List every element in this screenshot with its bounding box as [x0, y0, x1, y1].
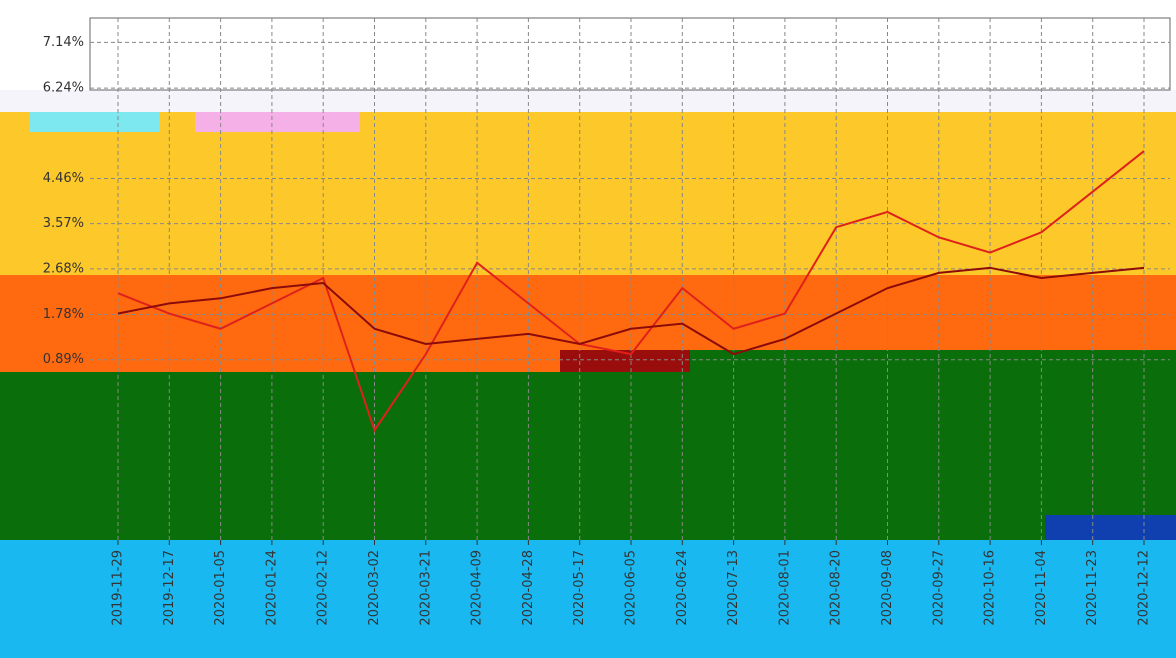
glitch-band — [560, 350, 690, 372]
x-tick-label: 2020-04-28 — [521, 550, 536, 626]
x-tick-label: 2019-12-17 — [162, 550, 177, 626]
x-tick-label: 2020-10-16 — [983, 550, 998, 626]
glitch-band — [1045, 515, 1176, 540]
y-tick-label: 6.24% — [43, 81, 84, 96]
x-tick-label: 2020-11-23 — [1085, 550, 1100, 626]
glitch-band — [0, 90, 1176, 112]
x-tick-label: 2020-08-01 — [777, 550, 792, 626]
x-tick-label: 2020-06-05 — [624, 550, 639, 626]
y-tick-label: 0.89% — [43, 352, 84, 367]
x-tick-label: 2019-11-29 — [111, 550, 126, 626]
glitch-band — [195, 112, 360, 132]
y-tick-label: 1.78% — [43, 307, 84, 322]
x-tick-label: 2020-03-21 — [418, 550, 433, 626]
glitch-band — [690, 350, 1176, 372]
data-line — [117, 150, 1145, 433]
glitch-band — [0, 540, 1176, 658]
x-tick-label: 2020-04-09 — [470, 550, 485, 626]
x-tick-label: 2020-09-08 — [880, 550, 895, 626]
glitch-band — [0, 372, 1176, 540]
x-tick-label: 2020-03-02 — [367, 550, 382, 626]
plot-frame — [89, 17, 1171, 91]
data-line — [117, 266, 1145, 356]
x-tick-label: 2020-06-24 — [675, 550, 690, 626]
y-tick-label: 4.46% — [43, 171, 84, 186]
y-tick-label: 7.14% — [43, 35, 84, 50]
x-tick-label: 2020-07-13 — [726, 550, 741, 626]
glitch-band — [0, 112, 1176, 275]
x-tick-label: 2020-09-27 — [931, 550, 946, 626]
y-tick-label: 3.57% — [43, 216, 84, 231]
y-tick-label: 2.68% — [43, 261, 84, 276]
x-tick-label: 2020-01-24 — [264, 550, 279, 626]
x-tick-label: 2020-08-20 — [829, 550, 844, 626]
glitch-band — [0, 275, 1176, 350]
x-tick-label: 2020-05-17 — [572, 550, 587, 626]
x-tick-label: 2020-02-12 — [316, 550, 331, 626]
x-tick-label: 2020-11-04 — [1034, 550, 1049, 626]
glitch-band — [30, 112, 160, 132]
x-tick-label: 2020-12-12 — [1137, 550, 1152, 626]
glitch-band — [0, 350, 690, 372]
x-tick-label: 2020-01-05 — [213, 550, 228, 626]
